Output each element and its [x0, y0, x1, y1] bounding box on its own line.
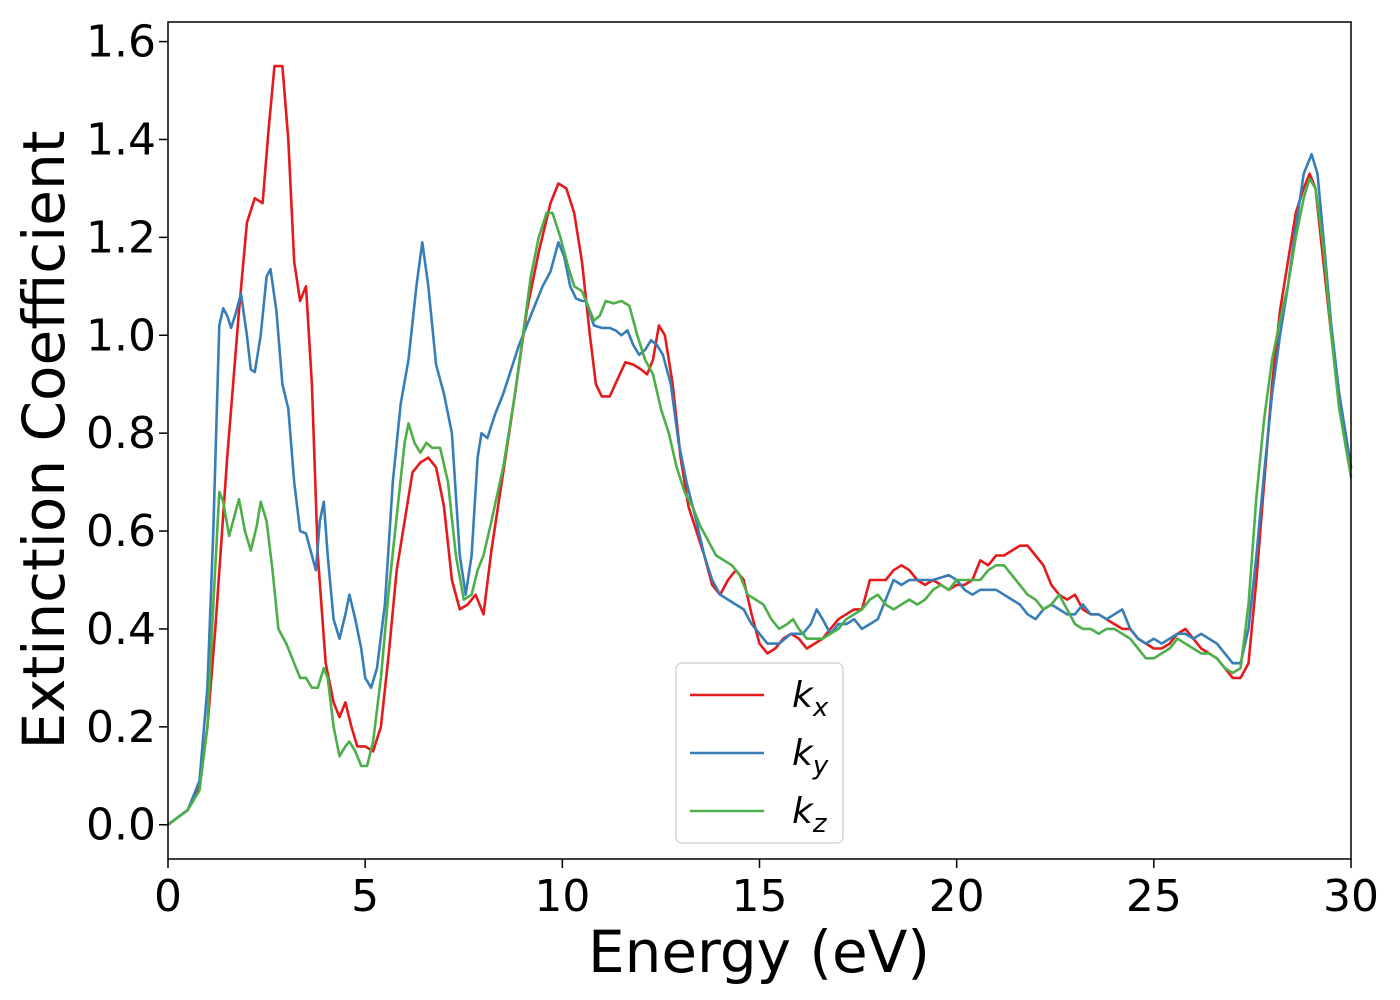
x-axis: 0 5 10 15 20 25 30 [154, 859, 1379, 922]
x-tick-label: 10 [534, 871, 590, 922]
y-tick-label: 1.0 [86, 310, 156, 361]
x-axis-title: Energy (eV) [588, 918, 930, 986]
y-tick-label: 1.2 [86, 212, 156, 263]
y-axis: 0.0 0.2 0.4 0.6 0.8 1.0 1.2 1.4 1.6 [86, 17, 168, 851]
y-tick-label: 0.8 [86, 408, 156, 459]
series-line-kx [166, 64, 1353, 826]
series-line-ky [166, 152, 1353, 826]
y-tick-label: 0.6 [86, 506, 156, 557]
x-tick-label: 25 [1126, 871, 1182, 922]
legend-label: kx [792, 675, 829, 723]
y-tick-label: 0.2 [86, 702, 156, 753]
y-tick-label: 0.4 [86, 604, 156, 655]
y-tick-label: 1.6 [86, 17, 156, 68]
series-line-kz [166, 177, 1353, 826]
x-tick-label: 0 [154, 871, 182, 922]
x-tick-label: 15 [732, 871, 788, 922]
x-tick-label: 5 [351, 871, 379, 922]
legend-label: ky [792, 733, 829, 781]
y-tick-label: 0.0 [86, 800, 156, 851]
legend: kx ky kz [675, 662, 844, 844]
y-tick-label: 1.4 [86, 114, 156, 165]
series-layer [166, 64, 1353, 826]
legend-label: kz [792, 791, 828, 839]
y-axis-title: Extinction Coefficient [10, 131, 78, 750]
x-tick-label: 30 [1323, 871, 1379, 922]
x-tick-label: 20 [929, 871, 985, 922]
